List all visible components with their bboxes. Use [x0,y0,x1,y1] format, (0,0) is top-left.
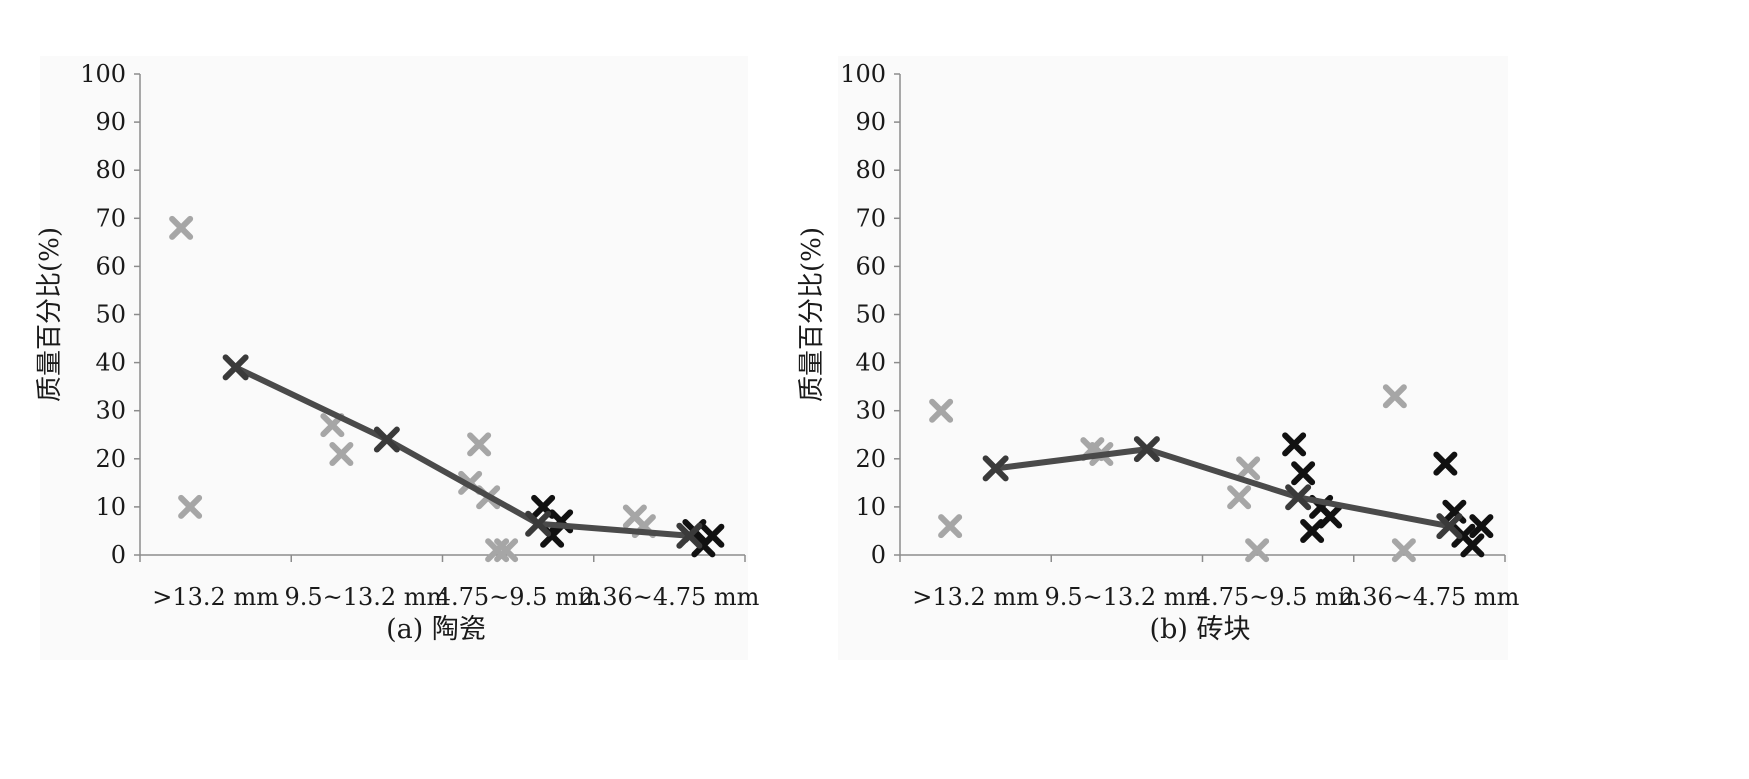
panel-caption: (b) 砖块 [1150,614,1251,645]
y-tick-label: 100 [80,60,126,88]
scatter-point-dark [1318,504,1343,529]
scatter-point-dark [1460,533,1485,558]
y-tick-label: 80 [95,156,126,184]
scatter-point-light [1382,384,1407,409]
y-tick-label: 40 [95,349,126,377]
panel-caption: (a) 陶瓷 [386,614,486,645]
mean-line [234,364,690,539]
x-tick-label: 4.75~9.5 mm [1196,583,1361,611]
y-tick-label: 0 [111,541,126,569]
scatter-point-light [929,398,954,423]
y-tick-label: 10 [95,493,126,521]
scatter-point-dark [700,523,725,548]
x-tick-label: 4.75~9.5 mm [436,583,601,611]
x-tick-label: >13.2 mm [152,583,279,611]
mean-point [222,354,249,381]
mean-point [1436,513,1463,540]
y-tick-label: 30 [855,397,886,425]
x-tick-label: >13.2 mm [912,583,1039,611]
y-tick-label: 20 [855,445,886,473]
scatter-point-light [169,215,194,240]
y-tick-label: 20 [95,445,126,473]
y-tick-label: 50 [95,301,126,329]
y-tick-label: 40 [855,349,886,377]
scatter-point-dark [1469,514,1494,539]
mean-line [995,446,1450,530]
mean-point [525,510,552,537]
scatter-point-dark [1433,451,1458,476]
mean-point [373,426,400,453]
mean-point [1285,484,1312,511]
x-tick-label: 2.36~4.75 mm [1339,583,1519,611]
x-tick-label: 9.5~13.2 mm [1044,583,1209,611]
scatter-point-dark [1282,432,1307,457]
y-tick-label: 70 [95,204,126,232]
y-tick-label: 60 [855,252,886,280]
panel-background [838,56,1508,660]
scatter-point-light [178,494,203,519]
y-tick-label: 80 [855,156,886,184]
y-tick-label: 90 [95,108,126,136]
mean-point [982,455,1009,482]
y-tick-label: 30 [95,397,126,425]
scatter-point-light [494,538,519,563]
scatter-point-dark [1291,461,1316,486]
y-tick-label: 10 [855,493,886,521]
scatter-point-light [467,432,492,457]
panel-a: 0 10 20 30 40 50 60 70 80 90 100 >13.2 mm 9.5~13.2 m… [35,56,760,660]
scatter-point-light [1391,538,1416,563]
mean-point [676,522,703,549]
y-tick-label: 70 [855,204,886,232]
y-tick-label: 100 [840,60,886,88]
y-axis-title: 质量百分比(%) [35,227,65,402]
x-tick-label: 2.36~4.75 mm [579,583,759,611]
scatter-point-light [938,514,963,539]
scatter-point-light [1236,456,1261,481]
panel-b: 0 10 20 30 40 50 60 70 80 90 100 >13.2 mm 9.5~13.2 m… [797,56,1520,660]
mean-point [1133,436,1160,463]
scatter-point-light [1245,538,1270,563]
y-tick-label: 90 [855,108,886,136]
y-axis-title: 质量百分比(%) [797,227,827,402]
scatter-point-dark [1300,518,1325,543]
x-tick-label: 9.5~13.2 mm [284,583,449,611]
y-tick-label: 0 [871,541,886,569]
scatter-point-light [329,441,354,466]
panel-background [40,56,748,660]
y-tick-label: 60 [95,252,126,280]
y-tick-label: 50 [855,301,886,329]
scatter-point-light [1227,485,1252,510]
